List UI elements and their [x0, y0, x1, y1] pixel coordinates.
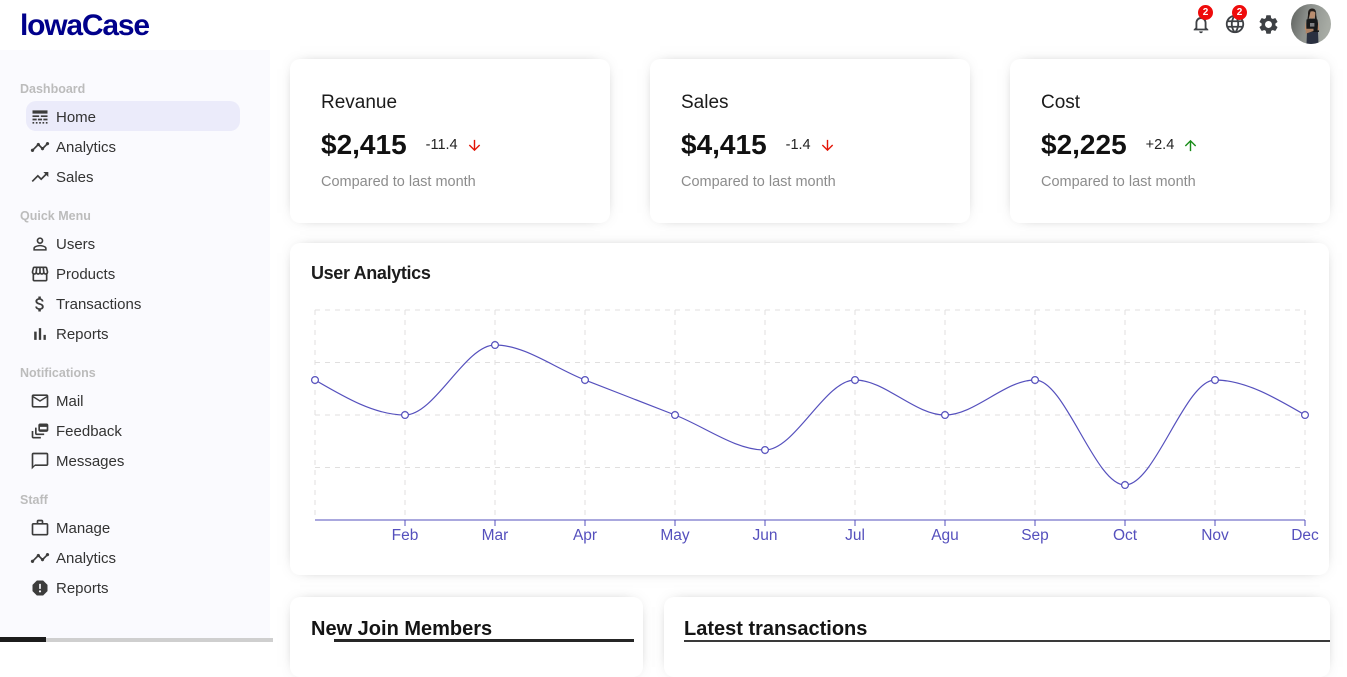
svg-text:Sep: Sep	[1021, 527, 1049, 544]
svg-text:Mar: Mar	[482, 527, 509, 544]
svg-text:Dec: Dec	[1291, 527, 1319, 544]
svg-text:Nov: Nov	[1201, 527, 1229, 544]
svg-text:Jun: Jun	[753, 527, 778, 544]
svg-text:Apr: Apr	[573, 527, 597, 544]
svg-text:Agu: Agu	[931, 527, 959, 544]
svg-text:Jul: Jul	[845, 527, 865, 544]
svg-text:May: May	[660, 527, 690, 544]
svg-text:Feb: Feb	[392, 527, 419, 544]
svg-text:Oct: Oct	[1113, 527, 1138, 544]
